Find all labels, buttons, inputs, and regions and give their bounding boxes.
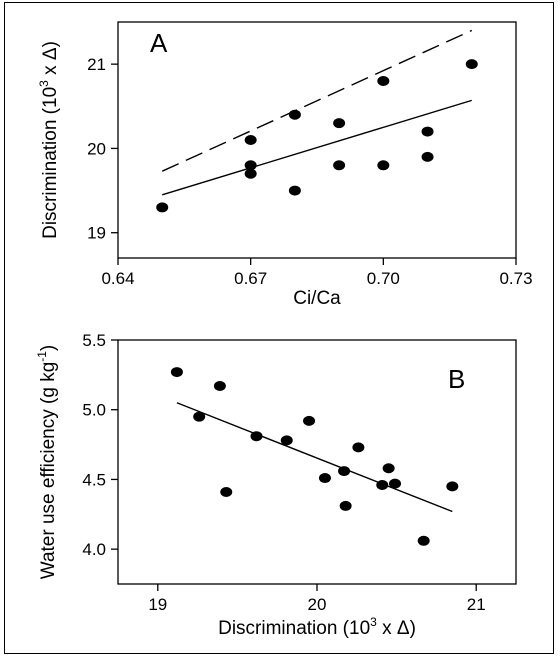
- panel-b-solid-fit-line: [176, 402, 453, 513]
- panel-b: B Discrimination (103 x Δ) Water use eff…: [35, 331, 517, 639]
- panel-a-y-tick-label: 21: [87, 55, 106, 74]
- panel-a-y-title-sup: 3: [37, 80, 51, 87]
- panel-b-fit-lines: [176, 402, 453, 513]
- panel-a-x-tick-label: 0.70: [367, 269, 400, 288]
- panel-a-data-point: [421, 126, 434, 137]
- panel-a-data-point: [465, 59, 478, 70]
- panel-a-ticks: 0.64 0.67 0.70 0.73 19 20 21: [87, 55, 532, 288]
- panel-b-data-point: [303, 415, 316, 426]
- panel-b-data-point: [213, 381, 226, 392]
- panel-b-ticks: 19 20 21 4.0 4.5 5.0 5.5: [82, 331, 485, 614]
- panel-a-y-tick-label: 20: [87, 139, 106, 158]
- panel-a-x-tick-label: 0.64: [101, 269, 134, 288]
- panel-b-x-tick-label: 19: [148, 595, 167, 614]
- panel-a-letter: A: [150, 28, 168, 58]
- panel-b-letter: B: [448, 364, 465, 394]
- panel-b-y-tick-label: 4.5: [82, 470, 106, 489]
- panel-a-data-point: [244, 160, 257, 171]
- panel-a-data-point: [244, 168, 257, 179]
- panel-b-y-title-main: Water use efficiency (g kg: [38, 362, 59, 580]
- panel-b-x-title-sup: 3: [370, 615, 377, 629]
- panel-b-data-point: [389, 478, 402, 489]
- panel-a-y-tick-label: 19: [87, 224, 106, 243]
- panel-b-data-point: [352, 442, 365, 453]
- panel-b-x-title-tail: x Δ): [377, 618, 416, 639]
- panel-a-x-tick-label: 0.67: [234, 269, 267, 288]
- panel-a-dashed-fit-line: [161, 29, 473, 172]
- panel-b-y-tick-label: 5.0: [82, 401, 106, 420]
- panel-a-points: [156, 59, 478, 213]
- panel-a-plot-area: [117, 21, 517, 259]
- panel-a-data-point: [156, 202, 169, 213]
- panel-a-solid-fit-line: [162, 99, 472, 196]
- panel-a-data-point: [244, 135, 257, 145]
- panel-b-data-point: [280, 435, 293, 446]
- panel-b-data-point: [382, 463, 395, 474]
- panel-a-y-title-main: Discrimination (10: [40, 87, 61, 239]
- panel-b-x-title-main: Discrimination (10: [218, 618, 370, 639]
- panel-a-data-point: [288, 185, 301, 196]
- panel-a-data-point: [288, 109, 301, 120]
- panel-b-x-axis-title: Discrimination (103 x Δ): [218, 615, 416, 639]
- panel-b-data-point: [339, 500, 352, 511]
- panel-b-y-title-sup: -1: [35, 351, 49, 362]
- panel-b-y-tick-label: 4.0: [82, 540, 106, 559]
- panel-b-y-title-tail: ): [38, 345, 59, 351]
- panel-b-data-point: [417, 535, 430, 546]
- panel-a-fit-lines: [161, 29, 473, 196]
- panel-a-data-point: [333, 160, 346, 171]
- panel-a-data-point: [333, 118, 346, 129]
- panel-a-x-tick-label: 0.73: [499, 269, 532, 288]
- panel-a-x-axis-title: Ci/Ca: [293, 288, 341, 309]
- panel-b-y-tick-label: 5.5: [82, 331, 106, 350]
- panel-b-data-point: [193, 411, 206, 422]
- panel-b-data-point: [170, 367, 183, 378]
- panel-b-data-point: [338, 466, 351, 477]
- panel-b-x-tick-label: 21: [467, 595, 486, 614]
- panel-b-points: [170, 367, 459, 546]
- panel-a-data-point: [377, 160, 390, 171]
- panel-a-data-point: [377, 76, 390, 86]
- panel-a-y-axis-title: Discrimination (103 x Δ): [37, 41, 61, 239]
- panel-b-x-tick-label: 20: [308, 595, 327, 614]
- panel-b-y-axis-title: Water use efficiency (g kg-1): [35, 345, 59, 580]
- panel-b-data-point: [318, 473, 331, 484]
- panel-b-data-point: [376, 480, 389, 491]
- panel-b-data-point: [250, 431, 263, 442]
- panel-b-data-point: [220, 486, 233, 497]
- panel-a-data-point: [421, 151, 434, 162]
- figure-frame: [4, 2, 554, 654]
- panel-b-data-point: [446, 481, 459, 492]
- panel-a-y-title-tail: x Δ): [40, 41, 61, 80]
- panel-a: A Ci/Ca Discrimination (103 x Δ) 0.64 0.6…: [37, 21, 533, 309]
